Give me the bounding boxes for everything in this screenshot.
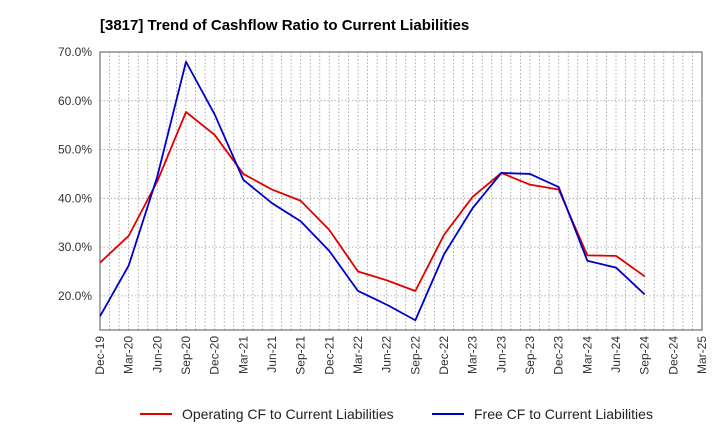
x-tick-label: Jun-24 <box>609 336 623 373</box>
x-tick-label: Mar-22 <box>351 336 365 374</box>
x-tick-label: Dec-20 <box>208 336 222 375</box>
x-tick-label: Dec-21 <box>322 336 336 375</box>
series-line-1 <box>99 111 646 292</box>
legend: Operating CF to Current Liabilities Free … <box>140 406 653 422</box>
x-tick-label: Sep-23 <box>523 336 537 375</box>
x-tick: Jun-23 <box>494 336 508 373</box>
plot-area <box>99 51 703 331</box>
series-lines <box>99 60 646 322</box>
y-tick-label: 60.0% <box>58 94 92 108</box>
y-tick-label: 70.0% <box>58 45 92 59</box>
x-tick-label: Mar-24 <box>580 336 594 374</box>
x-tick: Sep-24 <box>638 336 652 375</box>
x-tick: Dec-21 <box>322 336 336 375</box>
x-tick-label: Mar-23 <box>466 336 480 374</box>
x-tick-label: Jun-21 <box>265 336 279 373</box>
x-tick-label: Dec-23 <box>552 336 566 375</box>
legend-label: Free CF to Current Liabilities <box>474 406 653 422</box>
x-tick-label: Mar-25 <box>695 336 709 374</box>
grid <box>100 51 702 330</box>
x-tick: Sep-22 <box>408 336 422 375</box>
x-tick: Dec-22 <box>437 336 451 375</box>
x-tick-label: Mar-21 <box>236 336 250 374</box>
series-line-2 <box>99 60 646 322</box>
x-tick-label: Sep-22 <box>408 336 422 375</box>
x-tick: Jun-24 <box>609 336 623 373</box>
chart-title: [3817] Trend of Cashflow Ratio to Curren… <box>100 17 469 34</box>
y-tick-label: 50.0% <box>58 143 92 157</box>
x-tick-label: Sep-21 <box>294 336 308 375</box>
x-tick-label: Dec-22 <box>437 336 451 375</box>
y-tick-label: 40.0% <box>58 191 92 205</box>
x-tick: Mar-25 <box>695 336 709 374</box>
x-tick: Dec-20 <box>208 336 222 375</box>
x-tick: Sep-20 <box>179 336 193 375</box>
y-axis: 20.0% 30.0% 40.0% 50.0% 60.0% 70.0% <box>58 45 92 303</box>
x-tick-label: Jun-23 <box>494 336 508 373</box>
x-tick-label: Sep-20 <box>179 336 193 375</box>
legend-label: Operating CF to Current Liabilities <box>182 406 394 422</box>
x-tick-label: Jun-20 <box>150 336 164 373</box>
x-axis: Dec-19 Mar-20 Jun-20 Sep-20 Dec-20 Mar-21 Jun-… <box>93 336 709 375</box>
x-tick: Dec-19 <box>93 336 107 375</box>
x-tick-label: Dec-19 <box>93 336 107 375</box>
x-tick: Jun-22 <box>380 336 394 373</box>
x-tick-label: Jun-22 <box>380 336 394 373</box>
x-tick: Dec-24 <box>666 336 680 375</box>
x-tick-label: Dec-24 <box>666 336 680 375</box>
y-tick-label: 20.0% <box>58 289 92 303</box>
x-tick: Jun-20 <box>150 336 164 373</box>
x-tick: Sep-23 <box>523 336 537 375</box>
x-tick: Mar-24 <box>580 336 594 374</box>
x-tick: Mar-21 <box>236 336 250 374</box>
x-tick-label: Mar-20 <box>122 336 136 374</box>
x-tick: Mar-20 <box>122 336 136 374</box>
x-tick: Sep-21 <box>294 336 308 375</box>
x-tick: Mar-23 <box>466 336 480 374</box>
x-tick: Dec-23 <box>552 336 566 375</box>
x-tick: Jun-21 <box>265 336 279 373</box>
x-tick: Mar-22 <box>351 336 365 374</box>
x-tick-label: Sep-24 <box>638 336 652 375</box>
y-tick-label: 30.0% <box>58 240 92 254</box>
